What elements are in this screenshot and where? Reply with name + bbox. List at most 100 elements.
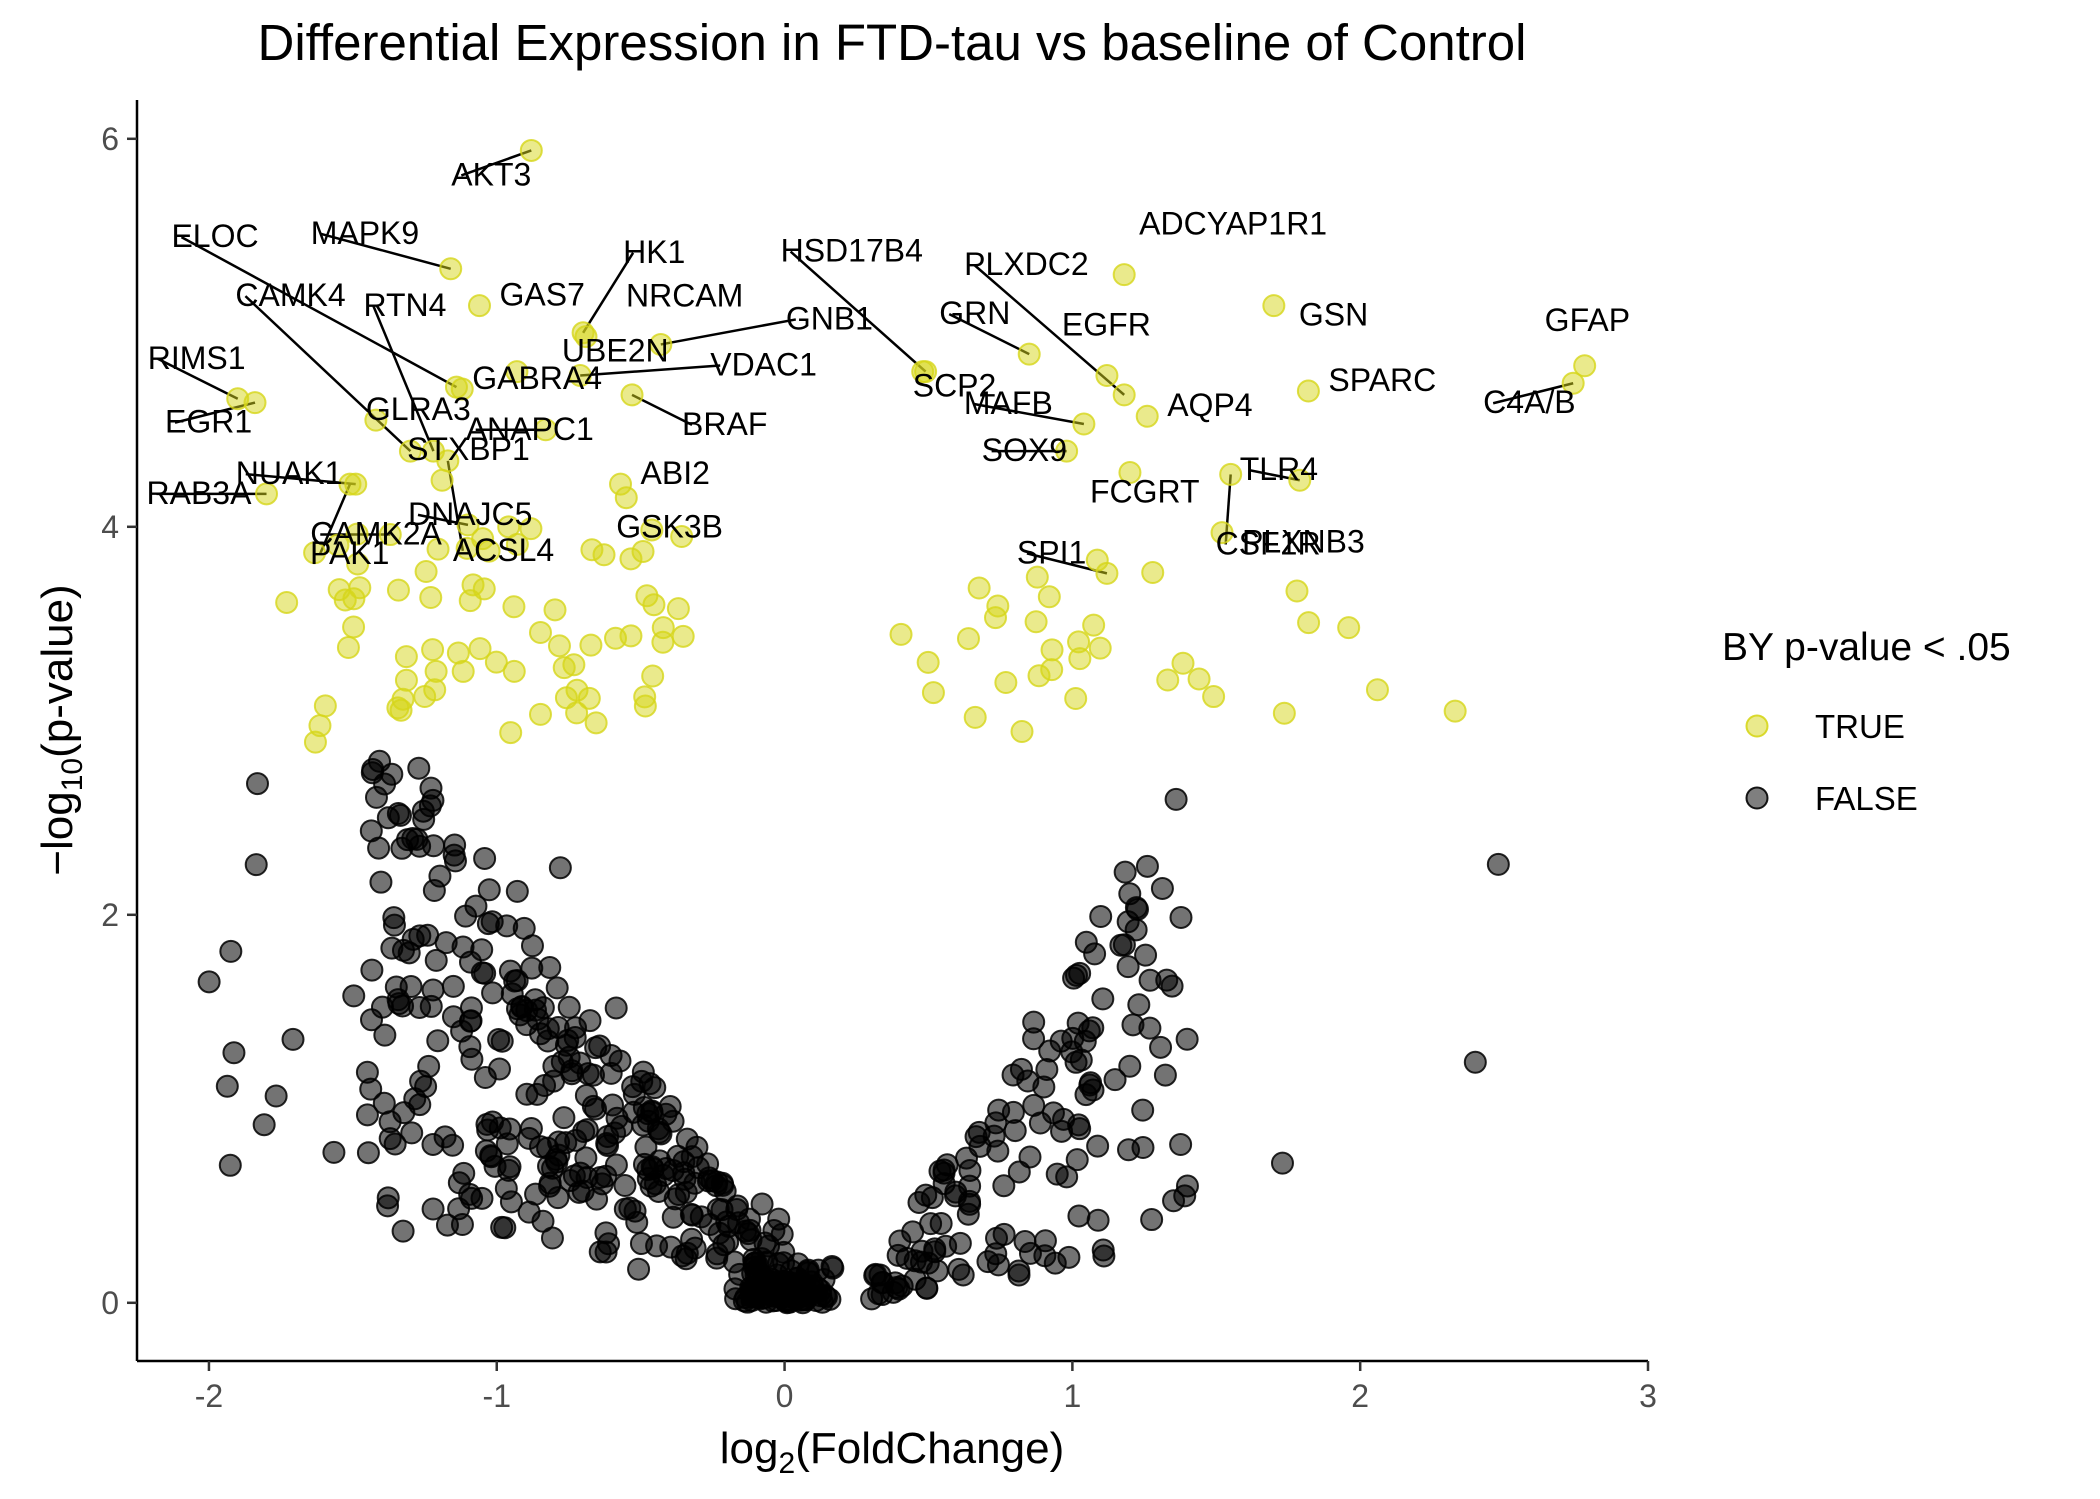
point-significant <box>419 585 443 609</box>
point-significant <box>534 418 558 442</box>
point-nonsignificant <box>739 1228 763 1252</box>
point-nonsignificant <box>796 1284 820 1308</box>
chart-title: Differential Expression in FTD-tau vs ba… <box>258 14 1527 71</box>
point-nonsignificant <box>1067 1204 1091 1228</box>
point-significant <box>467 294 491 318</box>
point-significant <box>327 578 351 602</box>
point-nonsignificant <box>1175 1027 1199 1051</box>
point-nonsignificant <box>1113 860 1137 884</box>
point-nonsignificant <box>426 1029 450 1053</box>
point-nonsignificant <box>197 970 221 994</box>
point-nonsignificant <box>422 834 446 858</box>
point-significant <box>666 597 690 621</box>
point-nonsignificant <box>369 870 393 894</box>
point-nonsignificant <box>500 982 524 1006</box>
gene-label: ACSL4 <box>453 532 554 568</box>
point-nonsignificant <box>460 1047 484 1071</box>
point-nonsignificant <box>984 1242 1008 1266</box>
gene-label: TLR4 <box>1240 451 1318 487</box>
legend-label-false: FALSE <box>1815 780 1918 817</box>
point-nonsignificant <box>1103 1068 1127 1092</box>
label-leader-line <box>460 149 532 177</box>
point-nonsignificant <box>219 939 243 963</box>
point-nonsignificant <box>1140 1208 1164 1232</box>
point-significant <box>963 705 987 729</box>
point-significant <box>1285 579 1309 603</box>
point-nonsignificant <box>397 941 421 965</box>
point-nonsignificant <box>356 1141 380 1165</box>
point-significant <box>1288 468 1312 492</box>
point-significant <box>398 439 422 463</box>
point-nonsignificant <box>450 1019 474 1043</box>
point-nonsignificant <box>956 1202 980 1226</box>
point-significant <box>303 730 327 754</box>
point-significant <box>1297 611 1321 635</box>
point-nonsignificant <box>364 785 388 809</box>
point-significant <box>342 615 366 639</box>
point-significant <box>1118 460 1142 484</box>
point-significant <box>1095 363 1119 387</box>
gene-label: SOX9 <box>982 432 1067 468</box>
legend-key-true <box>1745 714 1769 738</box>
point-significant <box>967 576 991 600</box>
point-nonsignificant <box>667 1183 691 1207</box>
point-nonsignificant <box>1463 1050 1487 1074</box>
point-significant <box>505 532 529 556</box>
point-significant <box>584 711 608 735</box>
point-significant <box>1337 616 1361 640</box>
label-leader-line <box>318 483 352 555</box>
gene-label: GSN <box>1299 297 1368 333</box>
point-nonsignificant <box>947 1257 971 1281</box>
point-significant <box>378 523 402 547</box>
point-significant <box>394 645 418 669</box>
point-significant <box>1272 701 1296 725</box>
point-significant <box>346 552 370 576</box>
point-nonsignificant <box>424 948 448 972</box>
point-nonsignificant <box>1007 1160 1031 1184</box>
point-significant <box>424 659 448 683</box>
legend-title: BY p-value < .05 <box>1722 626 2011 669</box>
point-nonsignificant <box>863 1264 887 1288</box>
point-nonsignificant <box>538 1174 562 1198</box>
point-nonsignificant <box>1032 1075 1056 1099</box>
point-nonsignificant <box>355 1103 379 1127</box>
point-significant <box>1024 610 1048 634</box>
point-nonsignificant <box>575 1118 599 1142</box>
gene-label: FCGRT <box>1090 473 1200 509</box>
point-significant <box>577 686 601 710</box>
point-nonsignificant <box>441 974 465 998</box>
point-significant <box>519 138 543 162</box>
point-nonsignificant <box>373 1023 397 1047</box>
point-nonsignificant <box>1149 1035 1173 1059</box>
legend-key-false <box>1745 786 1769 810</box>
label-leader-line <box>948 313 1030 356</box>
point-nonsignificant <box>1169 1132 1193 1156</box>
point-nonsignificant <box>396 828 420 852</box>
point-significant <box>468 637 492 661</box>
point-nonsignificant <box>1270 1151 1294 1175</box>
legend: BY p-value < .05 TRUE FALSE <box>1722 626 2011 817</box>
point-significant <box>528 621 552 645</box>
x-tick-label: 1 <box>1063 1378 1081 1414</box>
point-nonsignificant <box>545 1150 569 1174</box>
point-nonsignificant <box>442 843 466 867</box>
point-significant <box>439 257 463 281</box>
point-nonsignificant <box>713 1179 737 1203</box>
point-nonsignificant <box>391 1219 415 1243</box>
x-axis-title: log2(FoldChange) <box>720 1424 1064 1480</box>
point-nonsignificant <box>987 1098 1011 1122</box>
point-significant <box>505 360 529 384</box>
point-significant <box>386 578 410 602</box>
point-nonsignificant <box>1003 1119 1027 1143</box>
point-significant <box>579 633 603 657</box>
gene-label: GAS7 <box>499 277 584 313</box>
point-nonsignificant <box>505 879 529 903</box>
point-nonsignificant <box>685 1135 709 1159</box>
point-nonsignificant <box>376 806 400 830</box>
point-nonsignificant <box>1086 1134 1110 1158</box>
point-nonsignificant <box>1135 854 1159 878</box>
point-nonsignificant <box>1007 1259 1031 1283</box>
point-nonsignificant <box>487 1027 511 1051</box>
point-nonsignificant <box>1089 905 1113 929</box>
gene-label: HSD17B4 <box>781 233 923 269</box>
